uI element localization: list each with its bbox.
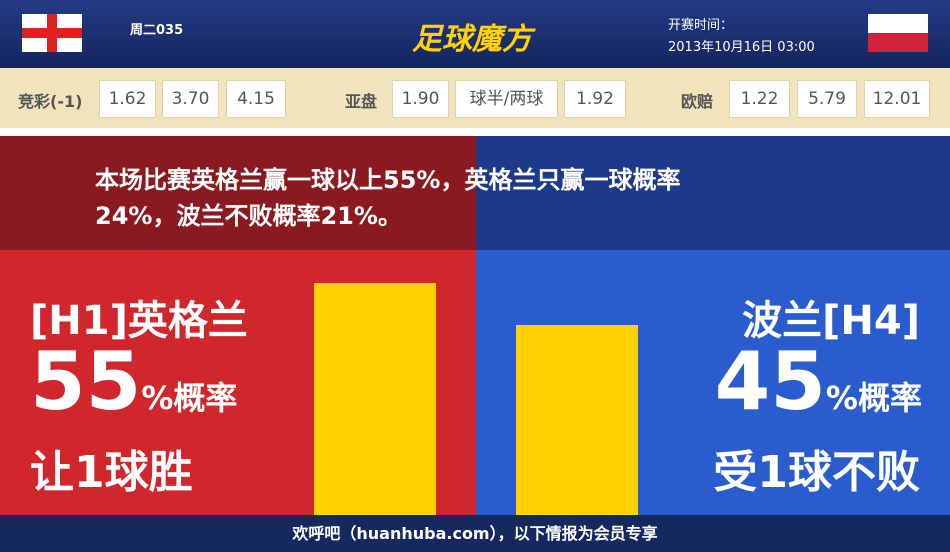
summary-line: 本场比赛英格兰赢一球以上55%，英格兰只赢一球概率 [95,166,681,194]
odds-box: 1.90 [392,80,449,118]
odds-box: 1.62 [99,80,156,118]
odds-label: 亚盘 [345,92,378,111]
header [0,0,950,68]
home-outcome: 让1球胜 [30,447,193,498]
odds-box: 1.22 [729,80,790,118]
kickoff-time: 2013年10月16日 03:00 [668,40,815,55]
footer: 欢呼吧（huanhuba.com），以下情报为会员专享 [0,515,950,552]
away-bar [516,325,638,515]
home-bar [314,282,436,515]
summary-line: 24%，波兰不败概率21%。 [95,202,402,230]
odds-box: 3.70 [162,80,219,118]
poland-flag [868,14,928,52]
logo: 足球魔方 [412,22,532,57]
home-unit: %概率 [141,379,238,417]
away-prob: 45%概率 [715,342,922,422]
summary-bg-right [476,136,950,250]
odds-label: 欧赔 [681,92,714,111]
odds-box: 球半/两球 [455,80,558,118]
match-code: 周二035 [130,23,184,38]
odds-box: 5.79 [797,80,857,118]
odds-box: 1.92 [564,80,626,118]
home-prob: 55%概率 [30,342,237,422]
away-team: 波兰[H4] [742,298,920,344]
odds-box: 12.01 [864,80,930,118]
away-unit: %概率 [825,379,922,417]
away-outcome: 受1球不败 [713,447,920,498]
odds-label: 竞彩(-1) [18,92,83,111]
away-probability: 45 [714,335,826,428]
kickoff-label: 开赛时间： [668,18,734,33]
home-probability: 55 [30,335,142,428]
england-flag [22,14,82,52]
home-team: [H1]英格兰 [30,298,248,344]
odds-box: 4.15 [226,80,286,118]
summary-bg-left [0,136,476,250]
